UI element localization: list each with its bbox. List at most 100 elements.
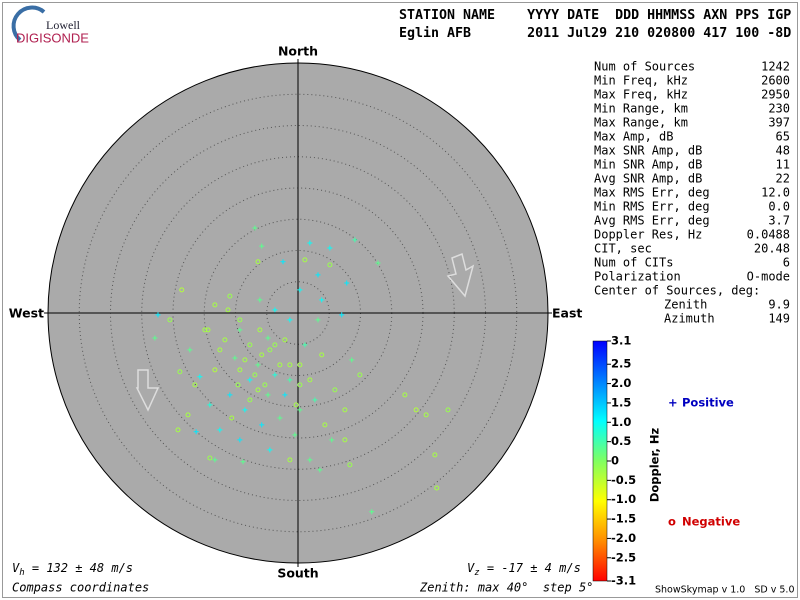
- dir-label: North: [278, 44, 318, 59]
- source-negative: [237, 367, 243, 373]
- source-negative: [225, 307, 231, 313]
- source-positive: [259, 243, 265, 249]
- source-positive: [193, 429, 199, 435]
- stat-value: 3.7: [768, 214, 790, 228]
- source-negative: [175, 427, 181, 433]
- source-positive: [257, 297, 263, 303]
- source-negative: [347, 462, 353, 468]
- source-negative: [255, 387, 261, 393]
- stat-label: Avg RMS Err, deg: [594, 214, 710, 228]
- source-negative: [293, 402, 299, 408]
- colorbar-tick-label: 2.5: [611, 357, 631, 371]
- source-positive: [282, 392, 288, 398]
- vh: Vh = 132 ± 48 m/s: [12, 561, 133, 578]
- source-negative: [423, 412, 429, 418]
- source-positive: [307, 240, 313, 246]
- source-negative: [229, 415, 235, 421]
- source-positive: [152, 335, 158, 341]
- source-positive: [265, 392, 271, 398]
- source-negative: [235, 382, 241, 388]
- stat-label: Doppler Res, Hz: [594, 228, 702, 242]
- stat-value: 20.48: [754, 242, 790, 256]
- source-positive: [272, 307, 278, 313]
- source-negative: [247, 342, 253, 348]
- source-positive: [349, 357, 355, 363]
- stat-label: Num of CITs: [594, 256, 673, 270]
- source-positive: [207, 402, 213, 408]
- source-negative: [207, 455, 213, 461]
- logo: Lowell DIGISONDE: [11, 5, 89, 45]
- source-negative: [327, 262, 333, 268]
- source-positive: [240, 459, 246, 465]
- source-positive: [302, 342, 308, 348]
- source-negative: [177, 369, 183, 375]
- source-positive: [329, 437, 335, 443]
- source-negative: [357, 372, 363, 378]
- source-positive: [307, 457, 313, 463]
- dir-label: South: [277, 566, 318, 581]
- stat-label: Num of Sources: [594, 60, 695, 74]
- source-negative: [434, 485, 440, 491]
- zenith-note: Zenith: max 40° step 5°: [419, 581, 593, 595]
- source-positive: [297, 287, 303, 293]
- stat-label: Min Range, km: [594, 102, 688, 116]
- source-positive: [315, 272, 321, 278]
- source-positive: [272, 372, 278, 378]
- source-negative: [342, 407, 348, 413]
- stat-label: Min SNR Amp, dB: [594, 158, 702, 172]
- colorbar-tick-label: -1.0: [611, 492, 636, 506]
- source-negative: [227, 293, 233, 299]
- colorbar-tick-label: 3.1: [611, 334, 631, 348]
- stat-value: 48: [776, 144, 790, 158]
- source-positive: [375, 260, 381, 266]
- dir-label: East: [552, 306, 582, 321]
- header-line: Eglin AFB 2011 Jul29 210 020800 417 100 …: [399, 25, 791, 41]
- source-positive: [237, 327, 243, 333]
- vz-text: = -17 ± 4 m/s: [480, 561, 581, 575]
- colorbar-tick-label: -2.0: [611, 531, 636, 545]
- colorbar-tick-label: -2.5: [611, 550, 636, 564]
- source-negative: [242, 357, 248, 363]
- stat-value: 65: [776, 130, 790, 144]
- source-negative: [297, 382, 303, 388]
- stat-value: 397: [768, 116, 790, 130]
- source-negative: [332, 387, 338, 393]
- source-positive: [242, 407, 248, 413]
- source-negative: [319, 352, 325, 358]
- colorbar-tick-label: -1.5: [611, 512, 636, 526]
- source-positive: [277, 415, 283, 421]
- stat-label: Min Freq, kHz: [594, 74, 688, 88]
- legend-marker: o: [668, 515, 676, 529]
- source-positive: [315, 317, 321, 323]
- plot: North South East West: [9, 44, 583, 581]
- legend-label: Positive: [682, 396, 734, 410]
- source-positive: [292, 432, 298, 438]
- colorbar-label: Doppler, Hz: [648, 428, 662, 503]
- source-negative: [167, 317, 173, 323]
- source-negative: [282, 337, 288, 343]
- source-negative: [267, 347, 273, 353]
- source-positive: [287, 317, 293, 323]
- colorbar-tick-label: 0: [611, 454, 619, 468]
- source-positive: [212, 457, 218, 463]
- source-positive: [252, 225, 258, 231]
- source-positive: [227, 392, 233, 398]
- stat-label: Avg SNR Amp, dB: [594, 172, 702, 186]
- source-negative: [277, 362, 283, 368]
- source-negative: [237, 317, 243, 323]
- source-positive: [217, 427, 223, 433]
- vh-sub: h: [19, 568, 24, 578]
- vz: Vz = -17 ± 4 m/s: [467, 561, 581, 578]
- source-positive: [312, 397, 318, 403]
- stat-value: 2600: [761, 74, 790, 88]
- dir-label: West: [9, 306, 44, 321]
- source-negative: [202, 327, 208, 333]
- stat-value: 11: [776, 158, 790, 172]
- source-negative: [217, 347, 223, 353]
- source-positive: [155, 312, 161, 318]
- source-negative: [255, 259, 261, 265]
- logo-bottom: DIGISONDE: [16, 30, 89, 45]
- colorbar-tick-label: 1.5: [611, 395, 631, 409]
- source-positive: [259, 422, 265, 428]
- source-negative: [192, 382, 198, 388]
